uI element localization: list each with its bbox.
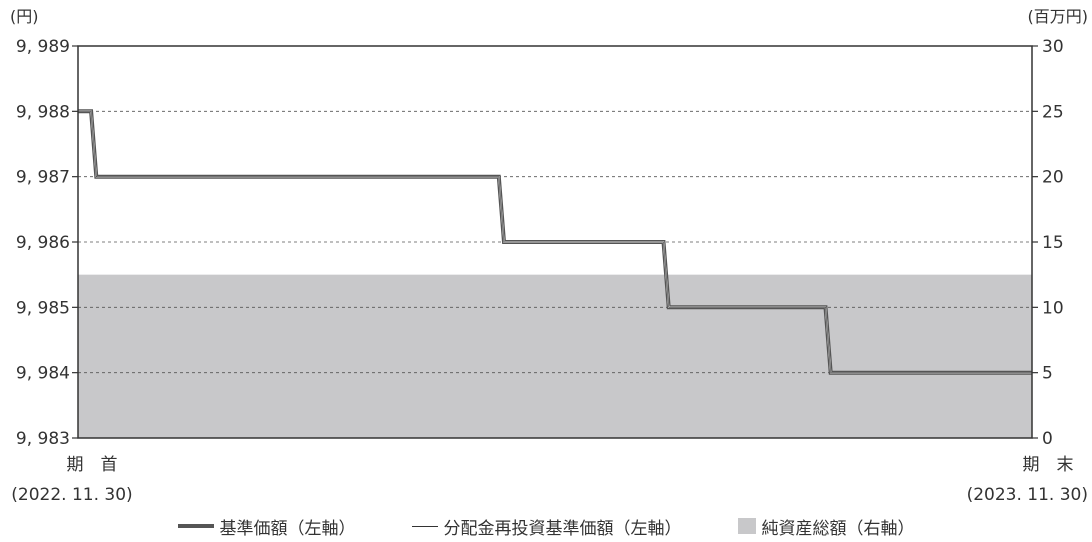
x-end-date: (2023. 11. 30) bbox=[967, 485, 1088, 505]
legend-label-net-assets: 純資産総額（右軸） bbox=[761, 518, 915, 539]
left-tick-label: 9, 985 bbox=[16, 298, 70, 318]
right-tick-label: 0 bbox=[1042, 429, 1053, 449]
left-tick-label: 9, 983 bbox=[16, 429, 70, 449]
legend: 基準価額（左軸） 分配金再投資基準価額（左軸） 純資産総額（右軸） bbox=[0, 512, 1092, 540]
left-tick-label: 9, 984 bbox=[16, 364, 70, 384]
right-tick-label: 25 bbox=[1042, 102, 1064, 122]
legend-swatch-net-assets bbox=[737, 518, 756, 534]
legend-item-reinvested-nav: 分配金再投資基準価額（左軸） bbox=[411, 514, 682, 539]
net-assets-area bbox=[78, 274, 1032, 438]
x-start-date: (2022. 11. 30) bbox=[11, 485, 132, 505]
legend-swatch-reinvested-nav bbox=[411, 525, 438, 527]
legend-item-net-assets: 純資産総額（右軸） bbox=[737, 514, 915, 539]
left-tick-label: 9, 986 bbox=[16, 233, 70, 253]
left-tick-label: 9, 989 bbox=[16, 37, 70, 57]
left-tick-label: 9, 987 bbox=[16, 168, 70, 188]
reinvested-nav-line bbox=[78, 111, 1032, 373]
x-start-label: 期 首 bbox=[67, 455, 118, 475]
right-tick-label: 10 bbox=[1042, 298, 1064, 318]
right-axis-unit: (百万円) bbox=[1028, 7, 1089, 26]
legend-item-nav: 基準価額（左軸） bbox=[177, 514, 356, 539]
right-tick-label: 30 bbox=[1042, 37, 1064, 57]
x-end-label: 期 末 bbox=[1023, 455, 1074, 475]
right-axis-ticks: 0 5 10 15 20 25 30 bbox=[1032, 37, 1064, 449]
legend-swatch-nav bbox=[177, 524, 214, 528]
right-tick-label: 20 bbox=[1042, 168, 1064, 188]
right-tick-label: 5 bbox=[1042, 364, 1053, 384]
chart-canvas: 9, 983 9, 984 9, 985 9, 986 9, 987 9, 988 9, 9… bbox=[10, 7, 1089, 505]
left-axis-ticks: 9, 983 9, 984 9, 985 9, 986 9, 987 9, 988 9, 9… bbox=[16, 37, 78, 449]
left-tick-label: 9, 988 bbox=[16, 102, 70, 122]
right-tick-label: 15 bbox=[1042, 233, 1064, 253]
legend-label-nav: 基準価額（左軸） bbox=[219, 518, 356, 539]
left-axis-unit: (円) bbox=[10, 7, 39, 26]
legend-label-reinvested-nav: 分配金再投資基準価額（左軸） bbox=[443, 518, 682, 539]
plot-frame bbox=[77, 45, 1033, 439]
